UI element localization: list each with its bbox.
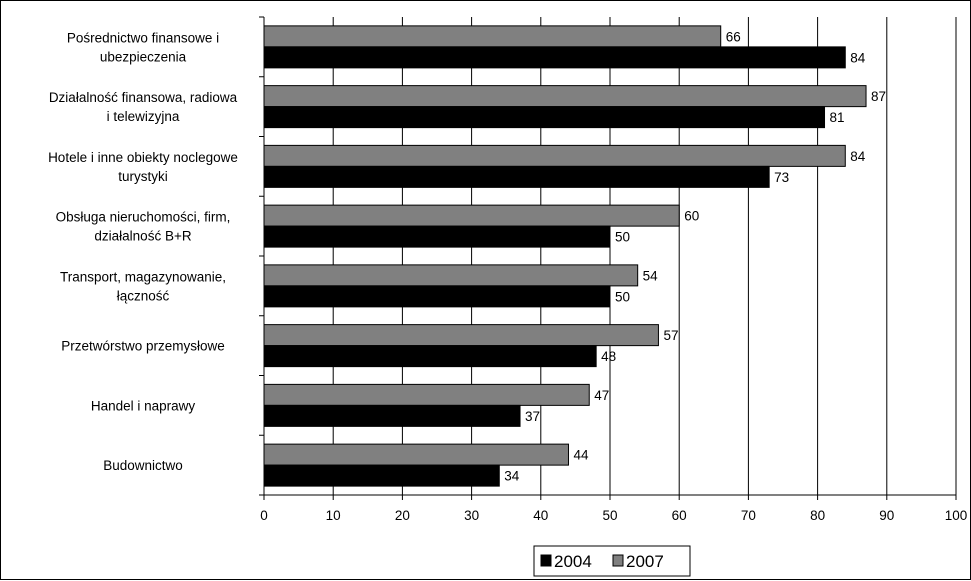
category-label-line: Pośrednictwo finansowe i — [67, 30, 219, 45]
data-label-2004: 50 — [615, 230, 630, 245]
category-label: Przetwórstwo przemysłowe — [61, 339, 225, 354]
data-label-2007: 54 — [643, 268, 659, 283]
category-label-line: i telewizyjna — [107, 109, 180, 124]
data-label-2004: 48 — [601, 349, 616, 364]
category-label-line: Budownictwo — [103, 458, 183, 473]
x-tick-label: 40 — [533, 508, 548, 523]
category-label: Transport, magazynowanie, łączność — [60, 269, 226, 303]
data-label-2007: 57 — [663, 328, 678, 343]
category-label-line: Transport, magazynowanie, — [60, 269, 226, 284]
category-label: Pośrednictwo finansowe i ubezpieczenia — [67, 30, 219, 64]
category-label: Hotele i inne obiekty noclegowe turystyki — [48, 150, 238, 184]
legend-swatch — [540, 554, 552, 567]
category-label-line: Obsługa nieruchomości, firm, — [56, 210, 231, 225]
bar-2004 — [263, 225, 611, 248]
bar-2004 — [263, 285, 611, 308]
category-label-line: Przetwórstwo przemysłowe — [61, 339, 225, 354]
category-label-line: turystyki — [118, 169, 168, 184]
data-label-2007: 60 — [684, 209, 699, 224]
legend-box — [533, 545, 691, 577]
x-tick-label: 10 — [326, 508, 341, 523]
category-label: Budownictwo — [103, 458, 183, 473]
data-label-2004: 73 — [774, 170, 789, 185]
bar-2007 — [263, 85, 867, 108]
category-label-line: działalność B+R — [94, 229, 191, 244]
bar-2004 — [263, 106, 826, 129]
bar-2007 — [263, 25, 722, 48]
bar-2004 — [263, 46, 846, 69]
x-tick-label: 30 — [464, 508, 479, 523]
x-tick-label: 0 — [260, 508, 268, 523]
x-tick-label: 80 — [810, 508, 825, 523]
bar-2004 — [263, 404, 521, 427]
bar-2007 — [263, 204, 680, 227]
x-tick-label: 100 — [945, 508, 968, 523]
data-label-2007: 44 — [573, 448, 589, 463]
category-label-line: Handel i naprawy — [91, 398, 196, 413]
bar-2007 — [263, 443, 569, 466]
bar-2007 — [263, 264, 639, 287]
bar-2007 — [263, 383, 590, 406]
category-label-line: Działalność finansowa, radiowa — [49, 90, 238, 105]
labels: 66 84 Pośrednictwo finansowe i ubezpieczeni… — [48, 29, 886, 483]
data-label-2004: 34 — [504, 469, 520, 484]
bar-2007 — [263, 324, 659, 347]
x-tick-label: 90 — [879, 508, 894, 523]
x-tick-label: 60 — [672, 508, 687, 523]
category-label: Działalność finansowa, radiowa i telewizy… — [49, 90, 238, 124]
bar-2004 — [263, 464, 500, 487]
data-label-2007: 66 — [726, 29, 741, 44]
legend-swatch — [612, 554, 624, 567]
legend: 2004 2007 — [533, 545, 691, 577]
data-label-2004: 84 — [850, 50, 866, 65]
category-label-line: Hotele i inne obiekty noclegowe — [48, 150, 238, 165]
data-label-2007: 87 — [871, 89, 886, 104]
data-label-2007: 84 — [850, 149, 866, 164]
x-tick-label: 70 — [741, 508, 756, 523]
legend-label: 2007 — [626, 552, 664, 571]
bars — [263, 25, 867, 487]
bar-2004 — [263, 165, 770, 188]
legend-label: 2004 — [554, 552, 592, 571]
category-label-line: ubezpieczenia — [100, 49, 187, 64]
category-label-line: łączność — [117, 288, 170, 303]
category-label: Handel i naprawy — [91, 398, 196, 413]
data-label-2004: 81 — [830, 110, 845, 125]
data-label-2004: 37 — [525, 409, 540, 424]
category-label: Obsługa nieruchomości, firm, działalność … — [56, 210, 231, 244]
bar-2004 — [263, 345, 597, 368]
bar-2007 — [263, 144, 846, 167]
x-tick-label: 20 — [395, 508, 410, 523]
data-label-2004: 50 — [615, 289, 630, 304]
data-label-2007: 47 — [594, 388, 609, 403]
x-tick-label: 50 — [602, 508, 617, 523]
